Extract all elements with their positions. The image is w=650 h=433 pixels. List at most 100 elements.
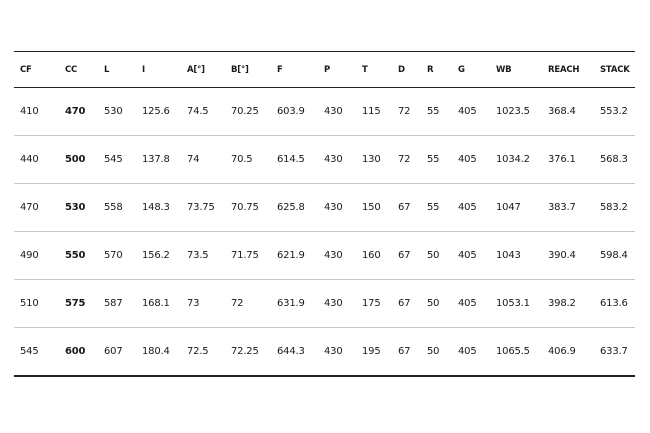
column-header: L [104,64,110,75]
table-cell: 530 [65,202,86,213]
table-cell: 168.1 [142,298,170,309]
table-cell: 598.4 [600,250,628,261]
table-cell: 405 [458,298,477,309]
table-cell: 621.9 [277,250,305,261]
header-row: CF CC L I A[°] B[°] F P T D R G WB REACH STACK [14,51,635,88]
table-cell: 405 [458,154,477,165]
table-cell: 430 [324,345,343,357]
table-cell: 545 [104,154,123,165]
table-row: 410 470 530 125.6 74.5 70.25 603.9 430 115 72 55 40… [14,88,635,136]
table-cell: 631.9 [277,298,305,309]
table-cell: 150 [362,202,381,213]
table-row: 470 530 558 148.3 73.75 70.75 625.8 430 150 67 55 4… [14,184,635,232]
table-cell: 430 [324,154,343,165]
column-header: REACH [548,64,580,75]
table-cell: 368.4 [548,106,576,117]
table-cell: 72.25 [231,345,259,357]
table-cell: 67 [398,345,411,357]
column-header: R [427,64,434,75]
table-cell: 583.2 [600,202,628,213]
column-header: STACK [600,64,630,75]
table-cell: 570 [104,250,123,261]
table-cell: 50 [427,298,440,309]
column-header: F [277,64,283,75]
table-cell: 405 [458,106,477,117]
table-cell: 70.75 [231,202,259,213]
table-cell: 633.7 [600,345,628,357]
table-cell: 1047 [496,202,521,213]
table-cell: 67 [398,250,411,261]
table-cell: 550 [65,250,86,261]
table-cell: 50 [427,250,440,261]
table-cell: 530 [104,106,123,117]
table-cell: 70.25 [231,106,259,117]
table-cell: 72 [398,106,411,117]
table-cell: 72.5 [187,345,209,357]
table-cell: 74 [187,154,200,165]
column-header: T [362,64,368,75]
table-cell: 148.3 [142,202,170,213]
table-cell: 383.7 [548,202,576,213]
table-cell: 440 [20,154,39,165]
table-cell: 587 [104,298,123,309]
table-cell: 175 [362,298,381,309]
table-cell: 600 [65,345,86,357]
column-header: B[°] [231,64,249,75]
table-cell: 1053.1 [496,298,530,309]
table-cell: 614.5 [277,154,305,165]
table-cell: 430 [324,298,343,309]
table-cell: 553.2 [600,106,628,117]
table-cell: 50 [427,345,440,357]
table-cell: 405 [458,202,477,213]
table-cell: 73.75 [187,202,215,213]
table-cell: 125.6 [142,106,170,117]
geometry-table: CF CC L I A[°] B[°] F P T D R G WB REACH STACK 410 470 5… [14,51,635,377]
table-cell: 195 [362,345,381,357]
table-cell: 73.5 [187,250,209,261]
table-cell: 55 [427,106,440,117]
table-row: 440 500 545 137.8 74 70.5 614.5 430 130 72 55 405 10… [14,136,635,184]
column-header: I [142,64,145,75]
table-cell: 625.8 [277,202,305,213]
table-row: 490 550 570 156.2 73.5 71.75 621.9 430 160 67 50 40… [14,232,635,280]
table-row: 545 600 607 180.4 72.5 72.25 644.3 430 195 67 50 40… [14,328,635,376]
table-cell: 71.75 [231,250,259,261]
column-header: P [324,64,331,75]
table-cell: 1065.5 [496,345,530,357]
table-cell: 1043 [496,250,521,261]
table-cell: 558 [104,202,123,213]
table-cell: 545 [20,345,39,357]
table-cell: 603.9 [277,106,305,117]
table-cell: 430 [324,202,343,213]
table-cell: 470 [20,202,39,213]
table-cell: 405 [458,345,477,357]
table-cell: 74.5 [187,106,209,117]
table-cell: 405 [458,250,477,261]
table-cell: 607 [104,345,123,357]
column-header: A[°] [187,64,205,75]
table-cell: 470 [65,106,86,117]
column-header: D [398,64,405,75]
table-cell: 613.6 [600,298,628,309]
table-cell: 72 [231,298,244,309]
table-cell: 376.1 [548,154,576,165]
table-cell: 160 [362,250,381,261]
table-cell: 430 [324,250,343,261]
column-header: G [458,64,465,75]
table-cell: 390.4 [548,250,576,261]
table-cell: 490 [20,250,39,261]
table-cell: 70.5 [231,154,253,165]
table-cell: 180.4 [142,345,170,357]
table-cell: 73 [187,298,200,309]
column-header: CF [20,64,32,75]
table-cell: 1034.2 [496,154,530,165]
table-cell: 137.8 [142,154,170,165]
table-row: 510 575 587 168.1 73 72 631.9 430 175 67 50 405 1053… [14,280,635,328]
table-cell: 410 [20,106,39,117]
table-cell: 67 [398,202,411,213]
table-cell: 130 [362,154,381,165]
table-cell: 115 [362,106,381,117]
table-cell: 156.2 [142,250,170,261]
table-cell: 1023.5 [496,106,530,117]
column-header: CC [65,64,78,75]
